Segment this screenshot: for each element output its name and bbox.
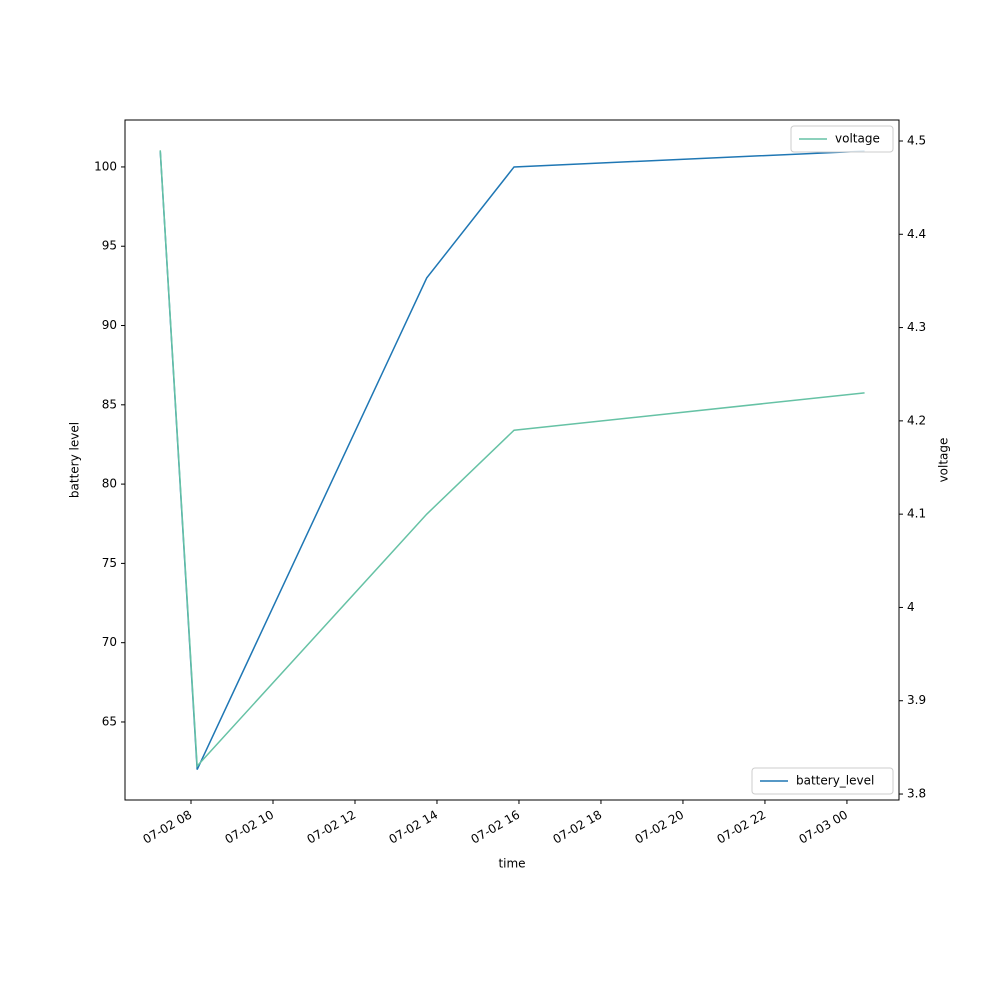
y2-tick-label: 4 (907, 600, 915, 614)
legend-label: battery_level (796, 774, 874, 788)
x-tick-label: 07-02 10 (223, 808, 277, 847)
y2-tick-label: 3.8 (907, 787, 926, 801)
y-tick-label: 65 (102, 714, 117, 728)
legend-box (790, 125, 894, 153)
y2-axis-label: voltage (937, 438, 951, 483)
y2-tick-label: 4.4 (907, 227, 926, 241)
plot-frame (124, 119, 900, 801)
legend-box (751, 767, 894, 795)
y-tick-label: 85 (102, 397, 117, 411)
y2-tick-label: 4.3 (907, 320, 926, 334)
y-tick-label: 80 (102, 477, 117, 491)
x-tick-label: 07-03 00 (796, 808, 850, 847)
y2-tick-label: 4.2 (907, 413, 926, 427)
x-tick-label: 07-02 08 (141, 808, 195, 847)
line (159, 150, 865, 770)
x-axis-label: time (498, 857, 525, 871)
x-tick-label: 07-02 16 (468, 808, 522, 847)
x-tick-label: 07-02 22 (714, 808, 768, 847)
x-tick-label: 07-02 18 (550, 808, 604, 847)
y-axis-label: battery level (68, 422, 82, 498)
y-tick-label: 70 (102, 635, 117, 649)
y2-tick-label: 3.9 (907, 693, 926, 707)
line (159, 150, 865, 768)
x-tick-label: 07-02 12 (305, 808, 359, 847)
y-tick-label: 75 (102, 556, 117, 570)
legend-label: voltage (835, 132, 880, 146)
x-tick-label: 07-02 20 (632, 808, 686, 847)
x-tick-label: 07-02 14 (387, 808, 441, 847)
y-tick-label: 100 (94, 159, 117, 173)
y-tick-label: 95 (102, 239, 117, 253)
y2-tick-label: 4.5 (907, 133, 926, 147)
y2-tick-label: 4.1 (907, 507, 926, 521)
y-tick-label: 90 (102, 318, 117, 332)
